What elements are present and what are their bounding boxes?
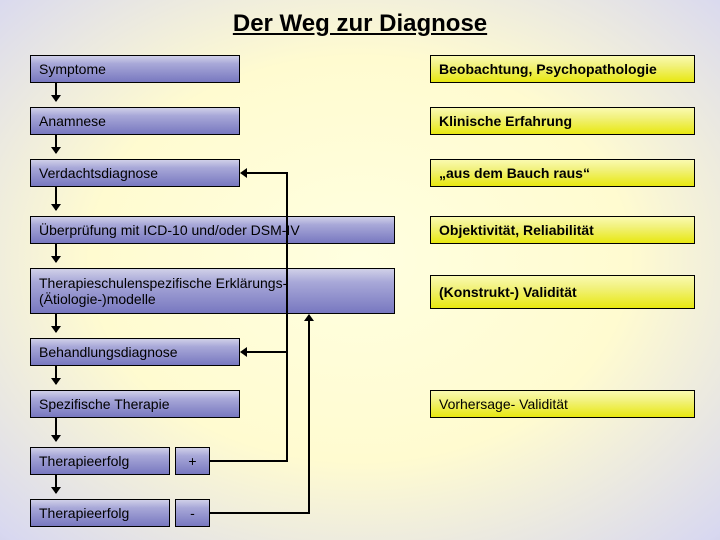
label: Therapieerfolg bbox=[39, 505, 129, 521]
feedback-h-top bbox=[247, 172, 288, 174]
feedback-arrow-verdacht bbox=[240, 168, 247, 178]
label: Verdachtsdiagnose bbox=[39, 165, 158, 181]
minus-sign: - bbox=[190, 505, 195, 521]
label: Objektivität, Reliabilität bbox=[439, 222, 594, 238]
label: (Konstrukt-) Validität bbox=[439, 284, 577, 300]
box-therapieerfolg-plus-sign: + bbox=[175, 447, 210, 475]
box-symptome: Symptome bbox=[30, 55, 240, 83]
box-konstrukt-validitaet: (Konstrukt-) Validität bbox=[430, 275, 695, 309]
label: Symptome bbox=[39, 61, 106, 77]
arrow-down-6 bbox=[55, 366, 57, 384]
feedback-arrow-behandlung bbox=[240, 347, 247, 357]
arrow-down-4 bbox=[55, 244, 57, 262]
box-vorhersage-validitaet: Vorhersage- Validität bbox=[430, 390, 695, 418]
label: „aus dem Bauch raus“ bbox=[439, 165, 590, 181]
box-therapieerfolg-plus-label: Therapieerfolg bbox=[30, 447, 170, 475]
page-title: Der Weg zur Diagnose bbox=[0, 0, 720, 38]
label: Vorhersage- Validität bbox=[439, 396, 568, 412]
feedback-h-branch bbox=[247, 351, 288, 353]
label: Anamnese bbox=[39, 113, 106, 129]
label: Beobachtung, Psychopathologie bbox=[439, 61, 657, 77]
arrow-down-7 bbox=[55, 418, 57, 441]
box-objektivitaet: Objektivität, Reliabilität bbox=[430, 216, 695, 244]
label-line2: (Ätiologie-)modelle bbox=[39, 291, 156, 307]
label: Klinische Erfahrung bbox=[439, 113, 572, 129]
box-erklaerungsmodelle: Therapieschulenspezifische Erklärungs- (… bbox=[30, 268, 395, 314]
box-anamnese: Anamnese bbox=[30, 107, 240, 135]
label: Therapieerfolg bbox=[39, 453, 129, 469]
box-verdachtsdiagnose: Verdachtsdiagnose bbox=[30, 159, 240, 187]
box-therapieerfolg-minus-sign: - bbox=[175, 499, 210, 527]
box-spezifische-therapie: Spezifische Therapie bbox=[30, 390, 240, 418]
feedback-h1 bbox=[210, 460, 288, 462]
box-beobachtung: Beobachtung, Psychopathologie bbox=[430, 55, 695, 83]
arrow-down-2 bbox=[55, 135, 57, 153]
box-klinische-erfahrung: Klinische Erfahrung bbox=[430, 107, 695, 135]
label: Spezifische Therapie bbox=[39, 396, 169, 412]
label: Behandlungsdiagnose bbox=[39, 344, 178, 360]
box-ueberpruefung: Überprüfung mit ICD-10 und/oder DSM-IV bbox=[30, 216, 395, 244]
box-behandlungsdiagnose: Behandlungsdiagnose bbox=[30, 338, 240, 366]
feedback2-h1 bbox=[210, 512, 310, 514]
feedback2-arrow-up bbox=[304, 314, 314, 321]
arrow-down-1 bbox=[55, 83, 57, 101]
box-therapieerfolg-minus-label: Therapieerfolg bbox=[30, 499, 170, 527]
label-line1: Therapieschulenspezifische Erklärungs- bbox=[39, 275, 287, 291]
plus-sign: + bbox=[188, 453, 196, 469]
label: Überprüfung mit ICD-10 und/oder DSM-IV bbox=[39, 222, 300, 238]
arrow-down-8 bbox=[55, 475, 57, 493]
feedback2-v1 bbox=[308, 320, 310, 514]
feedback-v1 bbox=[286, 172, 288, 462]
box-aus-dem-bauch: „aus dem Bauch raus“ bbox=[430, 159, 695, 187]
arrow-down-3 bbox=[55, 187, 57, 210]
arrow-down-5 bbox=[55, 314, 57, 332]
